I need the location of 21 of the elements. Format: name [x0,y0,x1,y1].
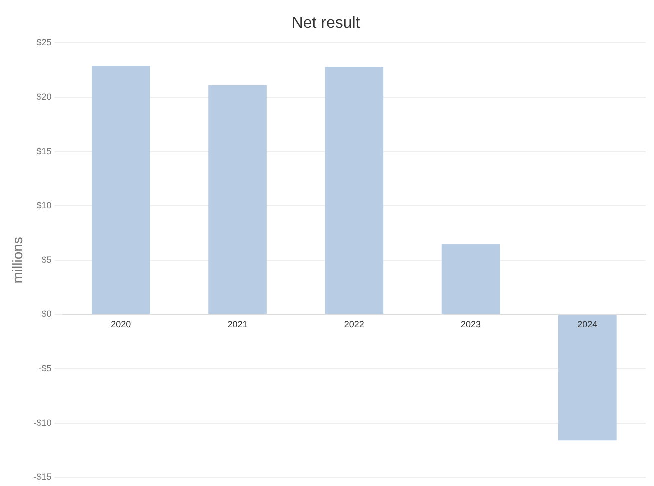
y-tick-label: $20 [36,92,52,102]
bar [325,67,384,314]
bar [442,244,500,314]
bar [558,315,617,441]
bar [92,66,150,314]
y-tick-label: -$10 [34,418,52,428]
y-tick-label: $10 [36,200,52,211]
y-tick-label: -$15 [34,472,52,482]
bar [208,86,267,314]
chart-title: Net result [292,15,361,32]
y-tick-label: $25 [36,38,52,48]
x-tick-label: 2021 [228,320,248,330]
x-tick-label: 2024 [578,320,598,330]
y-tick-label: -$5 [38,363,52,374]
x-tick-label: 2022 [344,320,364,330]
y-axis-title: millions [9,237,26,284]
x-tick-label: 2023 [461,320,482,330]
y-tick-label: $15 [36,146,52,156]
x-tick-label: 2020 [111,320,132,330]
y-tick-label: $5 [42,254,52,265]
y-tick-label: $0 [42,309,52,320]
